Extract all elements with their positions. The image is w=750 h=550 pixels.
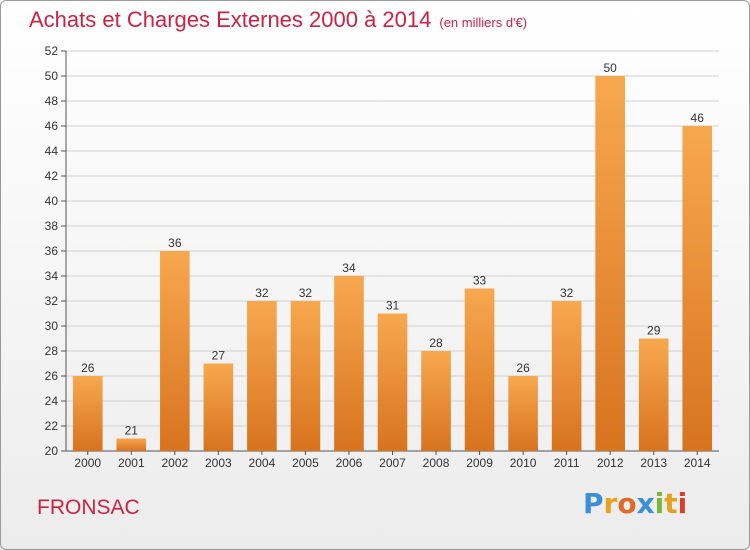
y-tick-label: 50 (45, 69, 59, 83)
value-label: 34 (342, 261, 356, 275)
bar-2006 (334, 276, 364, 451)
y-tick-label: 34 (45, 269, 59, 283)
y-tick-label: 22 (45, 419, 59, 433)
bar-2002 (160, 251, 190, 451)
value-label: 32 (255, 286, 269, 300)
chart-subtitle: (en milliers d'€) (439, 15, 528, 30)
value-label: 31 (386, 299, 400, 313)
x-tick-label: 2002 (161, 456, 188, 470)
value-label: 29 (647, 324, 661, 338)
y-tick-label: 30 (45, 319, 59, 333)
y-tick-label: 44 (45, 144, 59, 158)
x-tick-label: 2013 (640, 456, 667, 470)
bar-2003 (203, 363, 234, 451)
place-name: FRONSAC (37, 496, 140, 519)
y-tick-label: 46 (45, 119, 59, 133)
x-tick-label: 2003 (205, 456, 232, 470)
x-tick-label: 2007 (379, 456, 406, 470)
y-tick-label: 38 (45, 219, 59, 233)
value-label: 26 (516, 361, 530, 375)
y-tick-label: 20 (45, 444, 59, 458)
y-tick-label: 36 (45, 244, 59, 258)
y-tick-label: 52 (45, 44, 59, 58)
x-tick-label: 2008 (423, 456, 450, 470)
value-label: 36 (168, 236, 182, 250)
y-tick-label: 28 (45, 344, 59, 358)
bar-2013 (638, 338, 669, 451)
value-label: 50 (603, 61, 617, 75)
x-tick-label: 2000 (74, 456, 101, 470)
value-label: 28 (429, 336, 443, 350)
value-label: 27 (212, 349, 226, 363)
chart-title: Achats et Charges Externes 2000 à 2014 (e… (29, 7, 527, 33)
bar-2014 (682, 126, 713, 451)
x-tick-label: 2004 (249, 456, 276, 470)
x-tick-label: 2009 (466, 456, 493, 470)
bars (72, 76, 713, 451)
y-tick-label: 40 (45, 194, 59, 208)
x-tick-label: 2014 (684, 456, 711, 470)
proxiti-logo: Proxiti (583, 487, 688, 520)
x-tick-label: 2006 (336, 456, 363, 470)
value-label: 32 (299, 286, 313, 300)
y-tick-label: 48 (45, 94, 59, 108)
value-label: 46 (691, 111, 705, 125)
y-tick-label: 32 (45, 294, 59, 308)
y-tick-label: 42 (45, 169, 59, 183)
x-tick-label: 2005 (292, 456, 319, 470)
value-labels: 26 21 36 27 32 32 34 31 28 33 26 32 50 29 46 (81, 61, 704, 438)
bar-2001 (116, 438, 147, 451)
bar-2009 (464, 288, 495, 451)
chart-title-text: Achats et Charges Externes 2000 à 2014 (29, 7, 432, 32)
value-label: 32 (560, 286, 574, 300)
x-tick-label: 2012 (597, 456, 624, 470)
x-tick-label: 2011 (554, 456, 580, 470)
bar-2007 (377, 313, 408, 451)
x-tick-label: 2001 (118, 456, 145, 470)
value-label: 21 (125, 424, 139, 438)
bar-2012 (595, 76, 625, 451)
bar-2004 (247, 301, 277, 451)
x-tick-label: 2010 (510, 456, 537, 470)
y-tick-label: 26 (45, 369, 59, 383)
y-tick-label: 24 (45, 394, 59, 408)
bar-2000 (72, 376, 103, 451)
bar-2011 (551, 301, 582, 451)
bar-2010 (508, 376, 538, 451)
bar-2005 (290, 301, 321, 451)
value-label: 26 (81, 361, 95, 375)
value-label: 33 (473, 274, 487, 288)
bar-2008 (421, 351, 451, 451)
